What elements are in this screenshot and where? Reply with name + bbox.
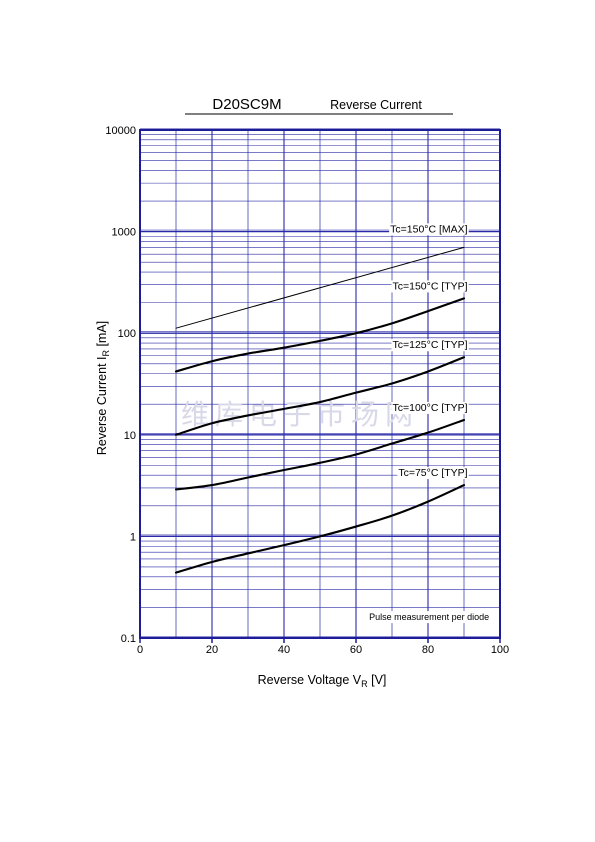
series-label-bg (391, 401, 469, 414)
y-tick-label: 10000 (105, 125, 136, 137)
series-label: Tc=75°C [TYP] (398, 467, 467, 479)
y-tick-label: 100 (118, 328, 136, 340)
series-line (174, 418, 466, 491)
x-tick-label: 40 (278, 644, 290, 656)
chart-subtitle: Reverse Current (330, 98, 422, 112)
measurement-note: Pulse measurement per diode (369, 612, 489, 622)
y-axis-label-main: Reverse Current I (95, 357, 109, 456)
watermark-text: 维库电子市场网 (181, 398, 419, 431)
y-axis-label: Reverse Current IR [mA] (95, 321, 111, 455)
plot-frame (139, 129, 501, 639)
y-tick-label: 1 (130, 531, 136, 543)
series-line (174, 356, 466, 436)
series-line (175, 246, 465, 329)
x-axis-label-sub: R (361, 679, 368, 689)
label-layer: 0 20 40 60 80 100 0.1 1 10 100 1000 10000 Tc=150°C [… (95, 96, 509, 689)
series-line (174, 484, 466, 574)
measurement-note-bg (366, 611, 493, 624)
series-label: Tc=100°C [TYP] (392, 402, 467, 414)
x-axis-label-unit: [V] (368, 673, 387, 687)
y-tick-label: 10 (124, 430, 136, 442)
x-axis-label-main: Reverse Voltage V (258, 673, 362, 687)
series-label-bg (389, 223, 469, 236)
series-line (174, 297, 466, 373)
series-label-bg (397, 467, 469, 480)
x-tick-label: 80 (422, 644, 434, 656)
x-tick-label: 60 (350, 644, 362, 656)
series-label: Tc=150°C [MAX] (390, 223, 468, 235)
series-label-bg (391, 339, 469, 352)
x-axis-label: Reverse Voltage VR [V] (258, 673, 387, 689)
series-label: Tc=125°C [TYP] (392, 339, 467, 351)
x-tick-label: 100 (491, 644, 509, 656)
x-tick-label: 20 (206, 644, 218, 656)
series-label-bg (391, 280, 469, 293)
curve-layer (174, 246, 466, 574)
chart-title: D20SC9M (212, 96, 281, 113)
y-axis-label-unit: [mA] (95, 321, 109, 350)
series-label: Tc=150°C [TYP] (392, 280, 467, 292)
y-tick-label: 0.1 (121, 633, 136, 645)
x-tick-label: 0 (137, 644, 143, 656)
grid-layer: 维库电子市场网 (139, 128, 501, 643)
y-axis-label-sub: R (101, 350, 111, 357)
y-tick-label: 1000 (112, 227, 136, 239)
